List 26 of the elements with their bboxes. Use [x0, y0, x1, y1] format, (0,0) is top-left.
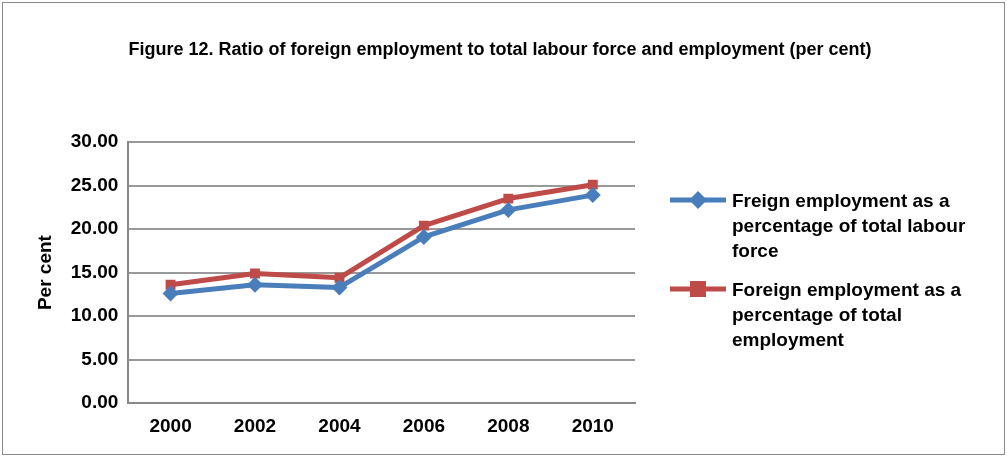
point: [418, 220, 429, 231]
y-tick-label: 5.00: [81, 347, 119, 369]
x-tick-label: 2004: [318, 414, 362, 436]
point: [162, 285, 179, 302]
y-tick-label: 20.00: [70, 217, 119, 239]
point: [331, 279, 348, 296]
legend-label: Freign employment as a percentage of total labour force: [732, 189, 967, 263]
y-tick-label: 25.00: [70, 173, 119, 195]
y-axis-title: Per cent: [33, 234, 55, 311]
y-tick-label: 10.00: [70, 304, 119, 326]
x-tick-label: 2010: [571, 414, 614, 436]
point: [250, 268, 260, 279]
y-tick-label: 15.00: [70, 260, 119, 282]
x-tick-label: 2008: [487, 414, 530, 436]
point: [500, 201, 517, 218]
x-tick-label: 2006: [402, 414, 446, 436]
point: [587, 179, 598, 190]
point: [503, 193, 514, 204]
point: [415, 228, 432, 245]
y-tick-label: 0.00: [81, 391, 119, 413]
x-tick-label: 2002: [233, 414, 277, 436]
y-tick-label: 30.00: [70, 130, 119, 152]
point: [584, 187, 601, 204]
chart-title: Figure 12. Ratio of foreign employment to total labour force and employment (per cent): [127, 38, 873, 61]
legend-label: Foreign employment as a percentage of total employment: [732, 278, 963, 352]
x-tick-label: 2000: [149, 414, 192, 436]
